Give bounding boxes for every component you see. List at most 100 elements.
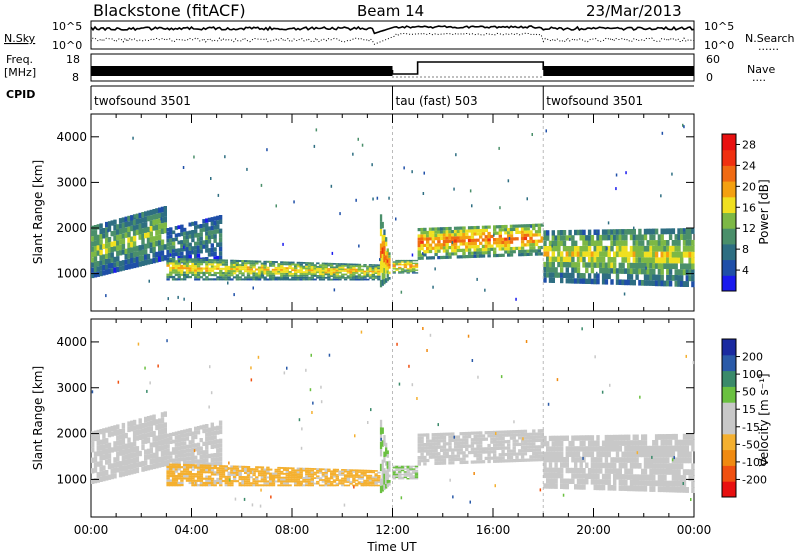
power-cell-b1 bbox=[191, 230, 195, 235]
velocity-cell-b2 bbox=[194, 473, 198, 476]
velocity-cell-b5 bbox=[459, 451, 463, 455]
power-cell-b0 bbox=[149, 209, 153, 216]
velocity-cell-b6 bbox=[691, 487, 695, 493]
power-cell-b0 bbox=[93, 251, 98, 257]
velocity-cell-b6 bbox=[548, 472, 553, 479]
power-scatter-point bbox=[596, 271, 598, 275]
power-cell-b1 bbox=[185, 231, 190, 236]
velocity-cell-b6 bbox=[604, 440, 609, 447]
velocity-cell-b2 bbox=[269, 482, 273, 485]
power-cell-b0 bbox=[152, 209, 156, 215]
power-cell-b2 bbox=[299, 263, 303, 266]
velocity-cell-b2 bbox=[169, 468, 173, 471]
power-cell-b2 bbox=[291, 269, 295, 272]
velocity-cell-b4 bbox=[395, 468, 399, 470]
velocity-cell-b2 bbox=[327, 482, 331, 485]
velocity-cell-b2 bbox=[330, 482, 334, 485]
velocity-cell-b5 bbox=[520, 452, 525, 456]
power-cell-b4 bbox=[409, 270, 413, 273]
power-cell-b0 bbox=[93, 235, 98, 241]
power-colorbar-frame bbox=[721, 133, 737, 292]
power-cell-b0 bbox=[121, 217, 126, 223]
power-cell-b2 bbox=[357, 277, 362, 279]
power-cell-b6 bbox=[638, 228, 642, 235]
power-scatter-point bbox=[355, 198, 357, 202]
power-cell-b5 bbox=[532, 249, 536, 253]
power-cell-b5 bbox=[456, 245, 461, 249]
velocity-cell-b2 bbox=[366, 469, 370, 472]
power-cell-b6 bbox=[680, 257, 684, 264]
velocity-cell-b6 bbox=[635, 480, 639, 486]
power-cell-b5 bbox=[417, 234, 421, 238]
velocity-cell-b3 bbox=[385, 474, 388, 480]
power-cell-b4 bbox=[412, 269, 416, 271]
velocity-cell-b2 bbox=[366, 476, 370, 478]
power-cell-b6 bbox=[551, 235, 555, 241]
velocity-ytick-label-2: 3000 bbox=[56, 381, 87, 395]
velocity-cell-b0 bbox=[146, 437, 151, 444]
velocity-cell-b4 bbox=[403, 468, 408, 470]
power-cell-b1 bbox=[188, 234, 192, 239]
velocity-cell-b1 bbox=[194, 435, 198, 440]
power-cell-b5 bbox=[456, 226, 461, 230]
velocity-cell-b5 bbox=[532, 439, 536, 443]
velocity-scatter-point bbox=[250, 378, 253, 382]
velocity-cell-b1 bbox=[185, 460, 190, 465]
power-cell-b0 bbox=[149, 236, 153, 243]
power-cell-b2 bbox=[316, 266, 320, 268]
power-cell-b6 bbox=[682, 263, 687, 270]
velocity-cell-b2 bbox=[241, 465, 245, 468]
power-cell-b6 bbox=[587, 229, 592, 235]
power-cell-b2 bbox=[224, 265, 228, 268]
power-cell-b5 bbox=[526, 252, 530, 256]
velocity-cell-b5 bbox=[523, 436, 528, 440]
velocity-cell-b1 bbox=[218, 429, 223, 435]
power-cell-b1 bbox=[218, 242, 223, 247]
velocity-cell-b0 bbox=[163, 411, 167, 417]
velocity-cell-b5 bbox=[529, 455, 533, 459]
velocity-cell-b1 bbox=[218, 425, 223, 430]
velocity-cell-b0 bbox=[105, 454, 109, 460]
velocity-cell-b2 bbox=[269, 468, 273, 471]
velocity-cell-b5 bbox=[456, 435, 461, 439]
power-cell-b2 bbox=[238, 270, 242, 273]
velocity-cell-b2 bbox=[199, 477, 204, 480]
velocity-cell-b5 bbox=[428, 449, 433, 453]
power-cell-b6 bbox=[590, 267, 595, 274]
velocity-cell-b2 bbox=[366, 471, 370, 474]
power-cell-b5 bbox=[459, 242, 463, 246]
velocity-cell-b4 bbox=[403, 471, 408, 473]
power-scatter-point bbox=[615, 187, 617, 191]
velocity-cell-b2 bbox=[208, 475, 212, 478]
power-cell-b1 bbox=[185, 251, 190, 255]
velocity-cell-b5 bbox=[495, 443, 500, 447]
velocity-cell-b2 bbox=[232, 471, 237, 474]
velocity-scatter-point bbox=[426, 349, 428, 352]
velocity-cell-b2 bbox=[343, 481, 348, 483]
power-cell-b2 bbox=[183, 264, 187, 268]
velocity-cell-b2 bbox=[188, 470, 192, 473]
power-cell-b5 bbox=[520, 243, 525, 247]
power-cell-b6 bbox=[668, 263, 673, 270]
velocity-cell-b2 bbox=[366, 481, 370, 483]
power-cell-b6 bbox=[601, 273, 606, 279]
power-cell-b2 bbox=[210, 261, 215, 264]
power-cell-b2 bbox=[171, 278, 176, 281]
velocity-cell-b5 bbox=[515, 455, 519, 459]
power-cell-b5 bbox=[523, 249, 528, 253]
power-cell-b1 bbox=[196, 249, 201, 254]
power-cell-b0 bbox=[146, 210, 151, 216]
velocity-cell-b4 bbox=[406, 475, 410, 477]
power-cell-b1 bbox=[180, 244, 184, 248]
velocity-cell-b5 bbox=[462, 435, 466, 439]
power-cell-b0 bbox=[96, 234, 100, 240]
power-cell-b2 bbox=[332, 268, 337, 270]
velocity-cell-b1 bbox=[218, 420, 223, 425]
velocity-cell-b0 bbox=[141, 423, 145, 429]
velocity-cell-b2 bbox=[335, 482, 339, 485]
velocity-cell-b2 bbox=[274, 474, 278, 477]
velocity-cell-b0 bbox=[152, 436, 156, 442]
velocity-cell-b2 bbox=[230, 484, 234, 487]
power-scatter-point bbox=[645, 266, 647, 270]
velocity-cell-b2 bbox=[335, 484, 339, 487]
